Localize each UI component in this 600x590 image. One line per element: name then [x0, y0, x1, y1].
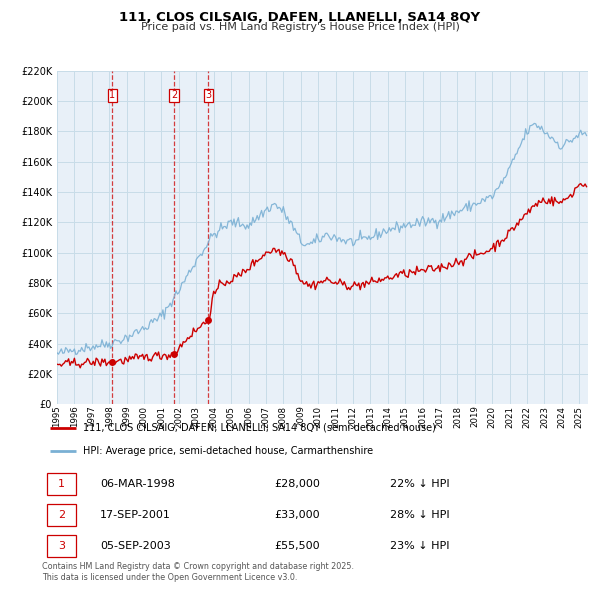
Text: 1: 1 [109, 90, 115, 100]
Text: Price paid vs. HM Land Registry's House Price Index (HPI): Price paid vs. HM Land Registry's House … [140, 22, 460, 32]
Text: 22% ↓ HPI: 22% ↓ HPI [391, 480, 450, 489]
Text: 1: 1 [58, 480, 65, 489]
Text: 2: 2 [171, 90, 177, 100]
Text: 3: 3 [58, 541, 65, 550]
Text: 17-SEP-2001: 17-SEP-2001 [100, 510, 171, 520]
Text: HPI: Average price, semi-detached house, Carmarthenshire: HPI: Average price, semi-detached house,… [83, 446, 373, 456]
Text: 2: 2 [58, 510, 65, 520]
Text: 3: 3 [205, 90, 211, 100]
FancyBboxPatch shape [47, 473, 76, 496]
Text: 111, CLOS CILSAIG, DAFEN, LLANELLI, SA14 8QY: 111, CLOS CILSAIG, DAFEN, LLANELLI, SA14… [119, 11, 481, 24]
Text: £55,500: £55,500 [274, 541, 320, 550]
FancyBboxPatch shape [47, 535, 76, 557]
Text: 06-MAR-1998: 06-MAR-1998 [100, 480, 175, 489]
Text: £33,000: £33,000 [274, 510, 320, 520]
FancyBboxPatch shape [47, 504, 76, 526]
Text: 111, CLOS CILSAIG, DAFEN, LLANELLI, SA14 8QY (semi-detached house): 111, CLOS CILSAIG, DAFEN, LLANELLI, SA14… [83, 423, 436, 433]
Text: 23% ↓ HPI: 23% ↓ HPI [391, 541, 450, 550]
Text: Contains HM Land Registry data © Crown copyright and database right 2025.
This d: Contains HM Land Registry data © Crown c… [42, 562, 354, 582]
Text: 05-SEP-2003: 05-SEP-2003 [100, 541, 171, 550]
Text: 28% ↓ HPI: 28% ↓ HPI [391, 510, 450, 520]
Text: £28,000: £28,000 [274, 480, 320, 489]
